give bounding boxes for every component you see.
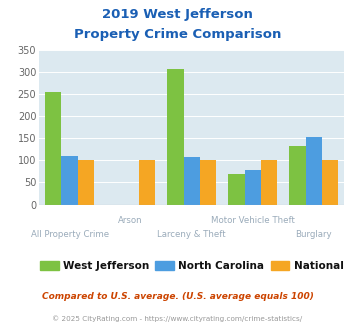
Bar — [78, 160, 94, 205]
Bar — [289, 146, 306, 205]
Bar — [322, 160, 338, 205]
Text: 2019 West Jefferson: 2019 West Jefferson — [102, 8, 253, 21]
Bar — [61, 156, 78, 205]
Text: Property Crime Comparison: Property Crime Comparison — [74, 28, 281, 41]
Text: Compared to U.S. average. (U.S. average equals 100): Compared to U.S. average. (U.S. average … — [42, 292, 313, 301]
Bar — [261, 160, 277, 205]
Bar — [184, 157, 200, 205]
Text: Burglary: Burglary — [295, 230, 332, 239]
Bar — [167, 69, 184, 205]
Text: Motor Vehicle Theft: Motor Vehicle Theft — [211, 216, 295, 225]
Bar — [245, 170, 261, 205]
Bar — [200, 160, 216, 205]
Bar — [45, 92, 61, 205]
Bar — [306, 137, 322, 205]
Text: Larceny & Theft: Larceny & Theft — [157, 230, 226, 239]
Text: © 2025 CityRating.com - https://www.cityrating.com/crime-statistics/: © 2025 CityRating.com - https://www.city… — [53, 315, 302, 322]
Bar — [139, 160, 155, 205]
Text: Arson: Arson — [118, 216, 143, 225]
Text: All Property Crime: All Property Crime — [31, 230, 109, 239]
Legend: West Jefferson, North Carolina, National: West Jefferson, North Carolina, National — [36, 256, 348, 275]
Bar — [228, 174, 245, 205]
